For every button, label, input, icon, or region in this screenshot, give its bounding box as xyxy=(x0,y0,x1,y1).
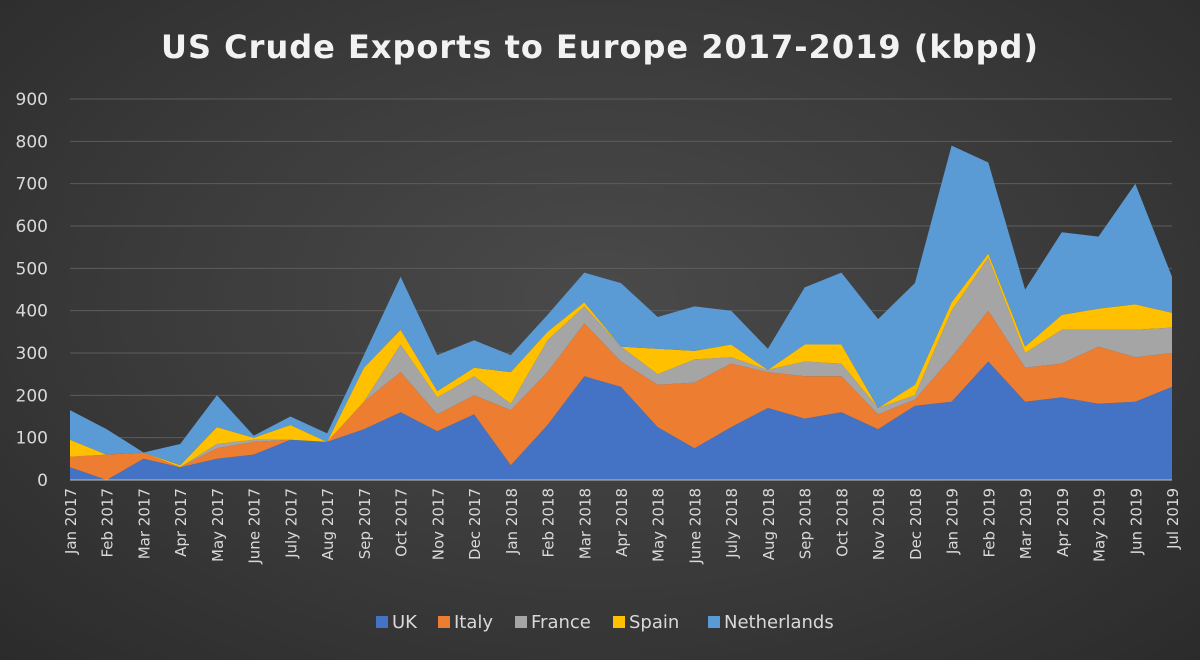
y-tick-label: 0 xyxy=(37,471,48,491)
x-tick-label: June 2018 xyxy=(686,488,704,565)
x-tick-label: May 2019 xyxy=(1091,488,1109,562)
x-tick-label: Dec 2018 xyxy=(907,488,925,560)
legend-swatch-spain xyxy=(613,616,625,628)
y-tick-label: 400 xyxy=(16,302,48,322)
y-tick-label: 600 xyxy=(16,217,48,237)
x-tick-label: Sep 2018 xyxy=(797,488,815,559)
x-tick-label: Nov 2018 xyxy=(870,488,888,560)
y-tick-label: 200 xyxy=(16,386,48,406)
x-tick-label: Feb 2019 xyxy=(980,488,998,558)
x-tick-label: Apr 2018 xyxy=(613,488,631,557)
x-tick-label: June 2017 xyxy=(246,488,264,565)
legend-swatch-netherlands xyxy=(708,616,720,628)
chart-title: US Crude Exports to Europe 2017-2019 (kb… xyxy=(161,28,1039,66)
y-axis: 0 100 200 300 400 500 600 700 800 900 xyxy=(16,90,48,491)
legend-label-france: France xyxy=(531,612,591,633)
x-tick-label: Oct 2017 xyxy=(393,488,411,557)
x-tick-label: May 2017 xyxy=(209,488,227,562)
x-tick-label: Feb 2018 xyxy=(540,488,558,558)
y-tick-label: 100 xyxy=(16,429,48,449)
x-tick-label: Feb 2017 xyxy=(99,488,117,558)
legend: UK Italy France Spain Netherlands xyxy=(376,612,834,633)
x-tick-label: Mar 2018 xyxy=(576,488,594,559)
x-tick-label: Dec 2017 xyxy=(466,488,484,560)
x-tick-label: July 2017 xyxy=(282,488,300,559)
x-tick-label: May 2018 xyxy=(650,488,668,562)
x-tick-label: Nov 2017 xyxy=(429,488,447,560)
area-series-uk xyxy=(70,361,1172,480)
x-tick-label: Sep 2017 xyxy=(356,488,374,559)
legend-label-uk: UK xyxy=(392,612,418,633)
x-tick-label: Jan 2019 xyxy=(944,488,962,555)
x-tick-label: Jan 2018 xyxy=(503,488,521,555)
legend-label-spain: Spain xyxy=(629,612,679,633)
y-tick-label: 900 xyxy=(16,90,48,110)
x-tick-label: Aug 2018 xyxy=(760,488,778,560)
x-tick-label: Jul 2019 xyxy=(1164,488,1182,550)
stacked-areas xyxy=(70,145,1172,480)
x-axis: Jan 2017 Feb 2017 Mar 2017 Apr 2017 May 2017… xyxy=(62,488,1182,565)
x-tick-label: Apr 2019 xyxy=(1054,488,1072,557)
legend-label-netherlands: Netherlands xyxy=(724,612,834,633)
y-tick-label: 800 xyxy=(16,132,48,152)
area-series-netherlands xyxy=(70,145,1172,466)
y-tick-label: 700 xyxy=(16,175,48,195)
legend-label-italy: Italy xyxy=(454,612,493,633)
legend-swatch-italy xyxy=(438,616,450,628)
x-tick-label: Jan 2017 xyxy=(62,488,80,555)
legend-swatch-france xyxy=(515,616,527,628)
area-series-spain xyxy=(70,253,1172,468)
x-tick-label: Mar 2017 xyxy=(135,488,153,559)
x-tick-label: Apr 2017 xyxy=(172,488,190,557)
x-tick-label: Oct 2018 xyxy=(833,488,851,557)
y-tick-label: 500 xyxy=(16,259,48,279)
x-tick-label: Jun 2019 xyxy=(1127,488,1145,555)
x-tick-label: Mar 2019 xyxy=(1017,488,1035,559)
y-tick-label: 300 xyxy=(16,344,48,364)
x-tick-label: July 2018 xyxy=(723,488,741,559)
area-series-italy xyxy=(70,310,1172,480)
legend-swatch-uk xyxy=(376,616,388,628)
x-tick-label: Aug 2017 xyxy=(319,488,337,560)
gridlines xyxy=(70,98,1172,439)
